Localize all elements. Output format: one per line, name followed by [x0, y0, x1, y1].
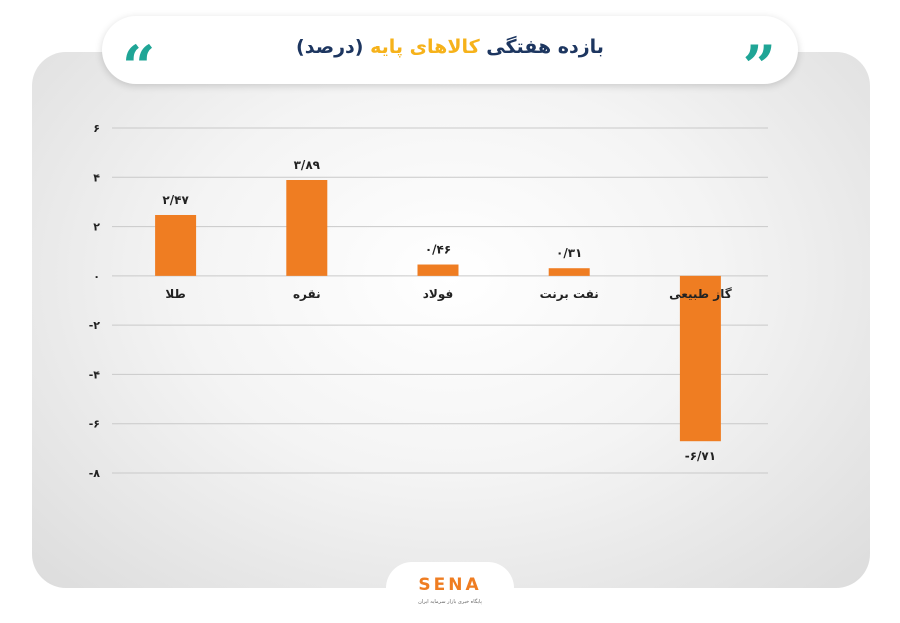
title-pill: “ بازده هفتگی کالاهای پایه (درصد) ” [102, 16, 798, 96]
y-tick-label: -۶ [89, 418, 100, 431]
logo-tab: SENA پایگاه خبری بازار سرمایه ایران [386, 562, 514, 623]
page-title: بازده هفتگی کالاهای پایه (درصد) [102, 36, 798, 58]
y-tick-label: -۲ [89, 319, 101, 332]
quote-left-icon: “ [122, 33, 156, 101]
bar [679, 275, 721, 442]
category-label: گاز طبیعی [669, 287, 732, 301]
title-part-2: کالاهای پایه [370, 36, 480, 58]
title-part-1: بازده هفتگی [479, 36, 604, 58]
data-label: ۰/۳۱ [556, 246, 582, 260]
y-tick-label: ۰ [93, 270, 100, 283]
bar [548, 268, 590, 276]
bar [417, 264, 459, 276]
title-part-3: (درصد) [296, 36, 371, 58]
y-tick-label: -۴ [89, 368, 101, 381]
data-label: ۲/۴۷ [162, 193, 189, 207]
chart-card [32, 52, 870, 588]
category-label: نفت برنت [540, 287, 599, 301]
category-label: نقره [293, 287, 321, 301]
category-label: فولاد [423, 287, 453, 302]
data-label: ۳/۸۹ [294, 158, 321, 172]
quote-right-icon: ” [742, 33, 776, 101]
data-label: -۶/۷۱ [685, 449, 716, 463]
bar [155, 214, 197, 276]
y-tick-label: ۶ [93, 122, 100, 135]
y-tick-label: -۸ [89, 467, 101, 480]
category-label: طلا [165, 287, 185, 301]
data-label: ۰/۴۶ [425, 243, 451, 257]
y-tick-label: ۲ [93, 221, 100, 234]
bar [286, 179, 328, 276]
logo-subtitle: پایگاه خبری بازار سرمایه ایران [418, 599, 482, 605]
sena-logo: SENA [418, 575, 482, 595]
y-tick-label: ۴ [93, 171, 100, 184]
